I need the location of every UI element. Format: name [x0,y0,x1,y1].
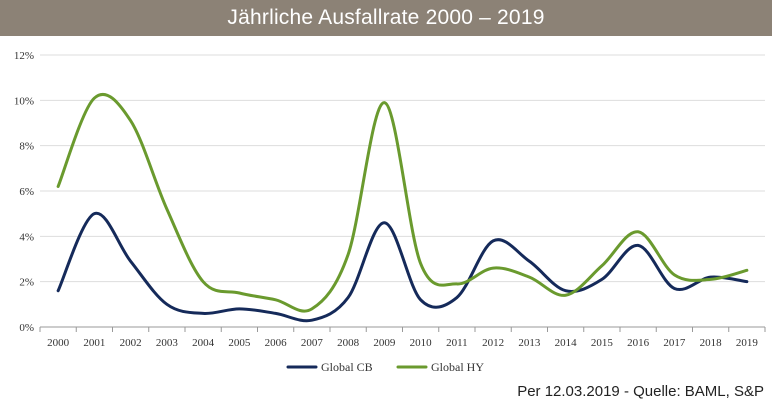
x-tick-label: 2012 [482,337,504,349]
y-tick-label: 4% [19,231,34,243]
series-line-global-cb [56,212,749,323]
x-tick-label: 2009 [373,337,396,349]
x-tick-label: 2014 [555,337,578,349]
x-tick-label: 2004 [192,337,215,349]
x-tick-label: 2003 [156,337,179,349]
y-tick-label: 8% [19,141,34,153]
x-tick-label: 2016 [627,337,650,349]
x-tick-label: 2013 [518,337,541,349]
series-lines [56,92,749,323]
series-line-global-hy [56,92,749,313]
y-tick-label: 6% [19,186,34,198]
x-tick-label: 2001 [83,337,105,349]
x-tick-label: 2017 [663,337,686,349]
y-axis-ticks: 0% 2% 4% 6% 8% 10% 12% [14,50,34,334]
x-tick-label: 2010 [410,337,433,349]
chart-title: Jährliche Ausfallrate 2000 – 2019 [0,0,772,36]
legend-label-global-hy: Global HY [431,360,484,374]
x-tick-label: 2006 [265,337,288,349]
y-tick-label: 0% [19,322,34,334]
x-tick-label: 2018 [700,337,723,349]
x-axis-ticks: 2000 2001 2002 2003 2004 2005 2006 2007 2008 2009… [47,337,758,349]
x-tick-label: 2015 [591,337,614,349]
x-tick-label: 2002 [120,337,142,349]
axes [39,326,766,332]
x-tick-label: 2005 [228,337,251,349]
legend: Global CB Global HY [286,360,484,374]
x-tick-label: 2007 [301,337,324,349]
x-tick-label: 2008 [337,337,360,349]
line-chart: 0%2%4%6%8%10%12% 2000 2001 2002 2003 2004 200… [14,50,766,374]
x-tick-label: 2019 [736,337,759,349]
x-tick-label: 2000 [47,337,70,349]
legend-label-global-cb: Global CB [321,360,373,374]
y-tick-label: 12% [14,50,34,62]
y-tick-label: 10% [14,95,34,107]
y-tick-label: 2% [19,277,34,289]
x-tick-label: 2011 [446,337,468,349]
source-note: Per 12.03.2019 - Quelle: BAML, S&P [517,383,764,400]
